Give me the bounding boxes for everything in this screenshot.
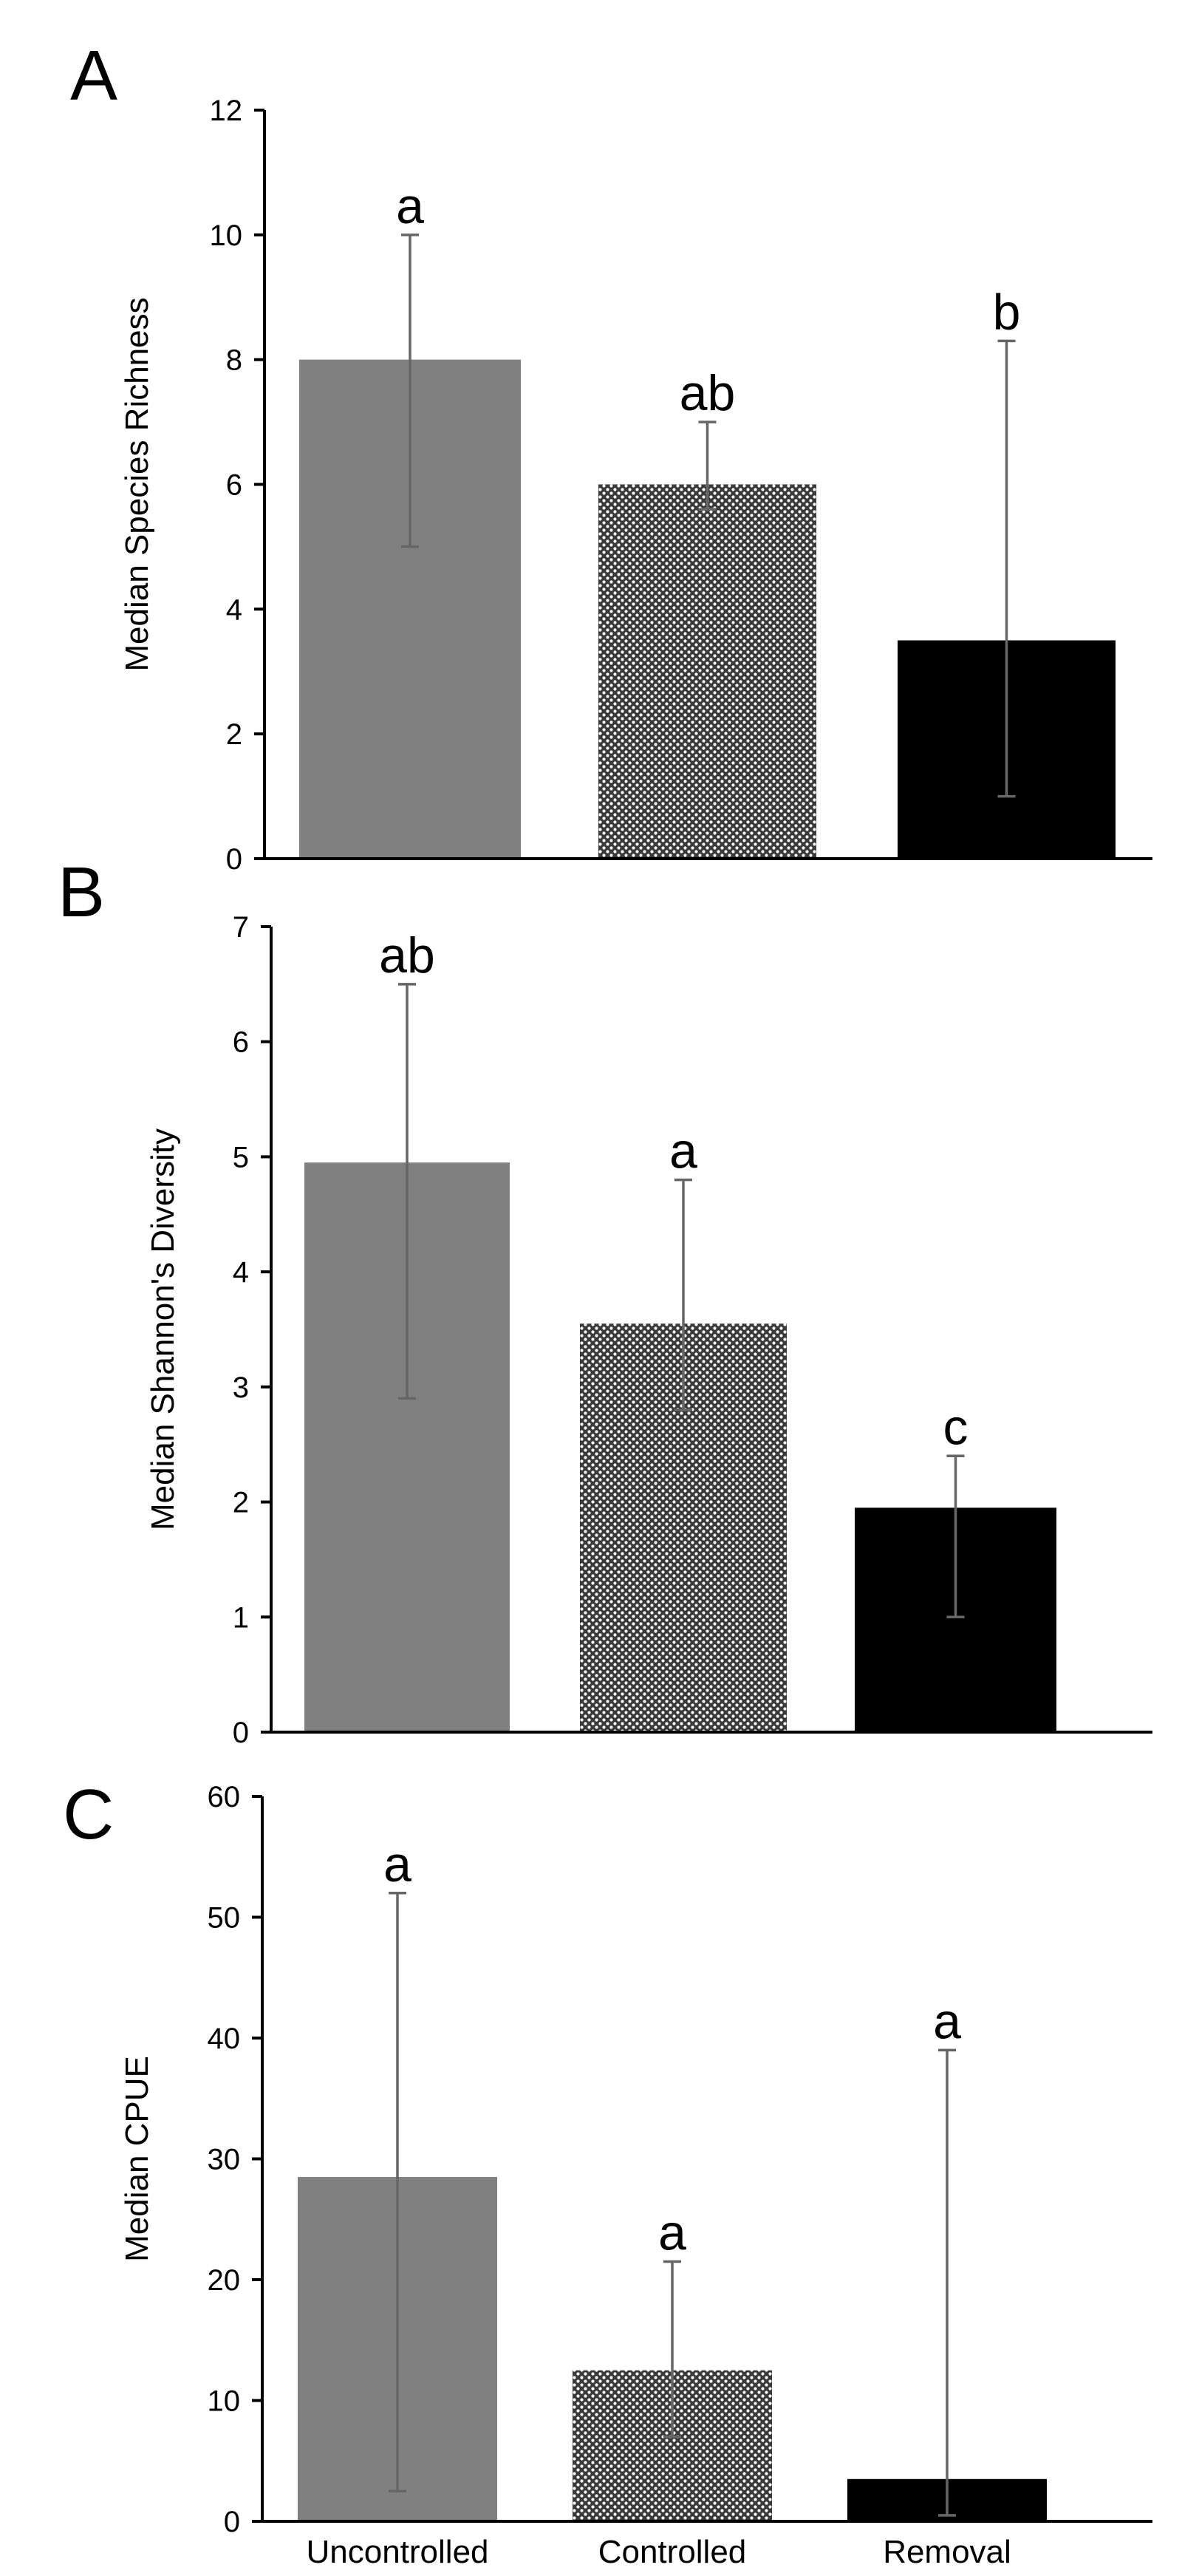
x-category-label-removal: Removal (883, 2534, 1011, 2570)
chart-panel-c: C Median CPUE a a a 0 10 20 30 40 50 60 Uncontrolled… (63, 1775, 1152, 2570)
y-tick-label: 6 (233, 1026, 249, 1059)
bar-controlled (598, 484, 816, 859)
significance-letter-controlled: a (658, 2204, 686, 2260)
y-tick-label: 2 (233, 1487, 249, 1519)
y-tick-label: 10 (210, 219, 243, 252)
panel-letter: B (58, 853, 105, 932)
y-tick-label: 4 (226, 593, 242, 626)
significance-letter-uncontrolled: a (383, 1836, 411, 1892)
y-tick-label: 10 (208, 2385, 241, 2418)
significance-letter-removal: a (933, 1993, 961, 2049)
chart-panel-b: B Median Shannon's Diversity ab a c 0 1 2 3 4 5 6 7 (58, 853, 1152, 1749)
significance-letter-removal: c (943, 1399, 969, 1455)
chart-panel-a: A Median Species Richness a ab b 0 2 4 6 8 10 12 (70, 36, 1152, 876)
y-tick-label: 0 (226, 843, 242, 876)
y-tick-label: 0 (224, 2506, 240, 2538)
x-category-label-uncontrolled: Uncontrolled (306, 2534, 488, 2570)
y-tick-label: 2 (226, 718, 242, 751)
y-axis-title: Median CPUE (119, 2056, 155, 2262)
y-axis-title: Median Species Richness (119, 297, 155, 671)
y-tick-label: 3 (233, 1372, 249, 1404)
y-tick-label: 50 (208, 1902, 241, 1935)
y-axis-title: Median Shannon's Diversity (145, 1128, 181, 1530)
y-tick-label: 7 (233, 911, 249, 944)
y-tick-label: 20 (208, 2264, 241, 2297)
y-tick-label: 40 (208, 2023, 241, 2055)
y-tick-label: 4 (233, 1256, 249, 1289)
x-category-label-controlled: Controlled (598, 2534, 747, 2570)
panel-letter: A (70, 36, 117, 115)
significance-letter-controlled: a (669, 1123, 697, 1179)
significance-letter-controlled: ab (680, 365, 736, 421)
y-tick-label: 8 (226, 344, 242, 377)
y-tick-label: 12 (210, 95, 243, 127)
y-tick-label: 0 (233, 1717, 249, 1749)
y-tick-label: 1 (233, 1601, 249, 1634)
y-tick-label: 5 (233, 1141, 249, 1173)
significance-letter-uncontrolled: a (396, 178, 424, 234)
significance-letter-uncontrolled: ab (379, 927, 435, 984)
panel-letter: C (63, 1775, 114, 1854)
y-tick-label: 30 (208, 2144, 241, 2176)
significance-letter-removal: b (993, 284, 1021, 340)
y-tick-label: 60 (208, 1781, 241, 1813)
y-tick-label: 6 (226, 469, 242, 502)
